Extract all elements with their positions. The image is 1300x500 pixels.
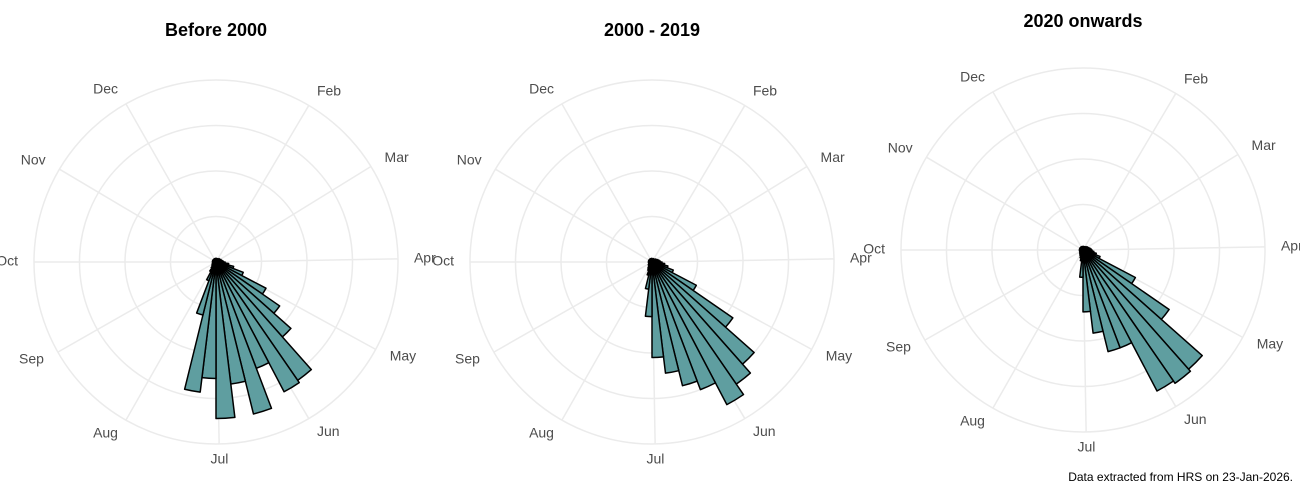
- x-tick-label: May: [826, 348, 852, 364]
- x-tick-label: Jun: [753, 423, 776, 439]
- x-tick-label: Mar: [385, 149, 409, 165]
- grid-spoke: [651, 258, 834, 263]
- bar: [651, 261, 717, 391]
- x-tick-label: Jun: [1184, 411, 1207, 427]
- chart-title: 2000 - 2019: [604, 20, 700, 40]
- x-tick-label: Apr: [414, 249, 436, 265]
- grid-spoke: [561, 261, 653, 421]
- x-tick-label: Jul: [1077, 439, 1095, 455]
- bar: [215, 261, 300, 393]
- x-tick-label: Jun: [317, 423, 340, 439]
- x-tick-label: Aug: [529, 425, 554, 441]
- x-tick-label: Oct: [863, 241, 885, 257]
- x-tick-label: Jul: [210, 451, 228, 467]
- grid-spoke: [493, 261, 653, 353]
- grid-spoke: [215, 258, 398, 263]
- x-tick-label: Sep: [886, 339, 911, 355]
- grid-spoke: [992, 249, 1084, 409]
- bar: [215, 261, 236, 420]
- grid-spoke: [1082, 93, 1177, 251]
- bar: [1082, 249, 1121, 353]
- bar: [1082, 249, 1192, 385]
- grid-spoke: [1082, 246, 1265, 251]
- grid-spoke: [1082, 153, 1239, 251]
- x-tick-label: Nov: [888, 140, 913, 156]
- bar: [651, 261, 665, 359]
- x-tick-label: May: [390, 348, 416, 364]
- grid-spoke: [495, 168, 653, 263]
- x-tick-label: Feb: [753, 82, 777, 98]
- x-tick-label: Oct: [0, 253, 18, 269]
- bar: [651, 261, 698, 387]
- x-tick-label: Dec: [960, 69, 985, 85]
- grid-spoke: [57, 261, 217, 353]
- x-tick-label: Apr: [850, 249, 872, 265]
- x-tick-label: Nov: [21, 152, 46, 168]
- grid-spoke: [215, 165, 372, 263]
- grid-spoke: [215, 105, 310, 263]
- grid-spoke: [992, 91, 1084, 251]
- grid-spoke: [125, 103, 217, 263]
- x-tick-label: Mar: [821, 149, 845, 165]
- x-tick-label: Feb: [317, 82, 341, 98]
- caption: Data extracted from HRS on 23-Jan-2026.: [1068, 470, 1293, 484]
- grid-spoke: [651, 165, 808, 263]
- x-tick-label: Jul: [646, 451, 664, 467]
- grid-spoke: [59, 168, 217, 263]
- grid-spoke: [651, 105, 746, 263]
- grid-spoke: [926, 156, 1084, 251]
- chart-title: 2020 onwards: [1023, 11, 1142, 31]
- x-tick-label: Aug: [960, 413, 985, 429]
- bar: [651, 261, 745, 406]
- x-tick-label: Apr: [1281, 237, 1300, 253]
- x-tick-label: Sep: [455, 351, 480, 367]
- x-tick-label: Nov: [457, 152, 482, 168]
- x-tick-label: Dec: [529, 81, 554, 97]
- x-tick-label: Aug: [93, 425, 118, 441]
- x-tick-label: Dec: [93, 81, 118, 97]
- bar: [1082, 249, 1104, 334]
- bar: [1082, 249, 1175, 392]
- bar: [651, 261, 680, 374]
- x-tick-label: Sep: [19, 351, 44, 367]
- bar: [215, 261, 273, 415]
- grid-spoke: [924, 249, 1084, 341]
- x-tick-label: Feb: [1184, 70, 1208, 86]
- grid-spoke: [125, 261, 217, 421]
- x-tick-label: Mar: [1252, 137, 1276, 153]
- x-tick-label: Oct: [432, 253, 454, 269]
- bar: [1082, 249, 1092, 313]
- grid-spoke: [561, 103, 653, 263]
- x-tick-label: May: [1257, 336, 1283, 352]
- chart-title: Before 2000: [165, 20, 267, 40]
